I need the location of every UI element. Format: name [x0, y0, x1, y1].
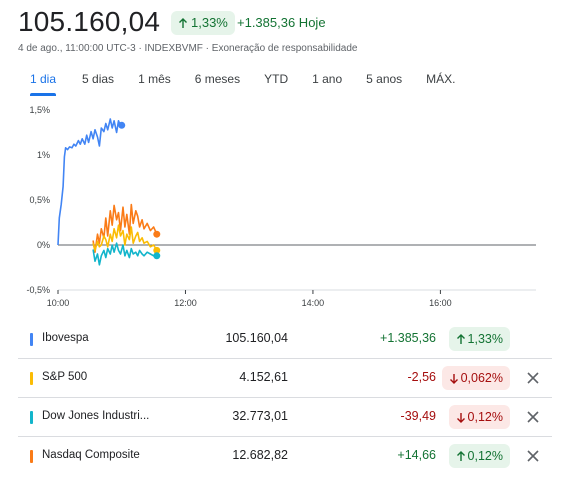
- series-color-swatch: [30, 333, 33, 346]
- arrow-up-icon: [456, 450, 465, 461]
- series-end-point: [153, 246, 161, 254]
- series-line: [92, 224, 158, 252]
- tab-0[interactable]: 1 dia: [22, 70, 64, 96]
- remove-comparison-icon[interactable]: [524, 447, 542, 465]
- index-change: -39,49: [400, 409, 436, 423]
- table-row[interactable]: Dow Jones Industri... 32.773,01 -39,49 0,12…: [18, 398, 552, 437]
- series-line: [57, 118, 123, 246]
- index-change: -2,56: [407, 370, 437, 384]
- comparison-table: Ibovespa 105.160,04 +1.385,36 1,33% S&P 500 4…: [18, 320, 552, 476]
- range-tabs: 1 dia 5 dias 1 mês 6 meses YTD 1 ano 5 anos MÁX…: [22, 70, 464, 96]
- arrow-up-icon: [456, 333, 465, 344]
- y-tick-label: 0,5%: [29, 195, 50, 205]
- arrow-down-icon: [449, 373, 458, 384]
- index-change-percent: 0,12%: [467, 410, 503, 424]
- table-row[interactable]: Ibovespa 105.160,04 +1.385,36 1,33%: [18, 320, 552, 359]
- y-tick-label: 0%: [37, 240, 50, 250]
- arrow-up-icon: [179, 17, 187, 28]
- index-change-percent: 1,33%: [467, 332, 503, 346]
- index-change-percent: 0,12%: [467, 449, 503, 463]
- series-end-point: [118, 121, 126, 129]
- change-absolute: +1.385,36 Hoje: [237, 15, 326, 30]
- index-change-percent: 0,062%: [460, 371, 503, 385]
- x-tick-label: 14:00: [302, 298, 325, 308]
- x-tick-label: 12:00: [174, 298, 197, 308]
- index-value: 32.773,01: [232, 409, 288, 423]
- index-name[interactable]: Ibovespa: [42, 332, 89, 344]
- price-chart[interactable]: 1,5% 1% 0,5% 0% -0,5% 10:00 12:00 14:00 16:00: [0, 96, 567, 318]
- series-end-point: [153, 230, 161, 238]
- table-row[interactable]: S&P 500 4.152,61 -2,56 0,062%: [18, 359, 552, 398]
- tab-6[interactable]: 5 anos: [366, 72, 403, 86]
- index-change: +14,66: [397, 448, 436, 462]
- quote-timestamp-line: 4 de ago., 11:00:00 UTC-3 · INDEXBVMF · …: [18, 43, 358, 54]
- tab-5[interactable]: 1 ano: [312, 72, 343, 86]
- x-tick-label: 10:00: [47, 298, 70, 308]
- series-color-swatch: [30, 411, 33, 424]
- remove-comparison-icon[interactable]: [524, 369, 542, 387]
- tab-7[interactable]: MÁX.: [426, 72, 456, 86]
- arrow-down-icon: [456, 412, 465, 423]
- index-value: 105.160,04: [225, 331, 288, 345]
- y-tick-label: 1%: [37, 150, 50, 160]
- change-percent: 1,33%: [191, 15, 228, 30]
- remove-comparison-icon[interactable]: [524, 408, 542, 426]
- index-name[interactable]: Nasdaq Composite: [42, 449, 140, 461]
- index-change-percent-badge: 0,12%: [448, 444, 510, 468]
- table-row[interactable]: Nasdaq Composite 12.682,82 +14,66 0,12%: [18, 437, 552, 476]
- current-price: 105.160,04: [18, 6, 161, 37]
- index-value: 4.152,61: [239, 370, 288, 384]
- index-value: 12.682,82: [232, 448, 288, 462]
- index-change: +1.385,36: [380, 331, 436, 345]
- y-tick-label: 1,5%: [29, 105, 50, 115]
- change-percent-badge: 1,33%: [171, 11, 235, 35]
- series-line: [92, 203, 158, 253]
- series-end-point: [153, 252, 161, 260]
- tab-2[interactable]: 1 mês: [138, 72, 171, 86]
- index-change-percent-badge: 0,062%: [441, 366, 510, 390]
- index-change-percent-badge: 1,33%: [448, 327, 510, 351]
- index-name[interactable]: Dow Jones Industri...: [42, 410, 150, 422]
- tab-3[interactable]: 6 meses: [194, 72, 241, 86]
- index-change-percent-badge: 0,12%: [448, 405, 510, 429]
- series-color-swatch: [30, 372, 33, 385]
- tab-1[interactable]: 5 dias: [82, 72, 115, 86]
- tab-4[interactable]: YTD: [264, 72, 289, 86]
- series-color-swatch: [30, 450, 33, 463]
- x-tick-label: 16:00: [429, 298, 452, 308]
- y-tick-label: -0,5%: [26, 285, 50, 295]
- series-line: [92, 242, 157, 266]
- index-name[interactable]: S&P 500: [42, 371, 88, 383]
